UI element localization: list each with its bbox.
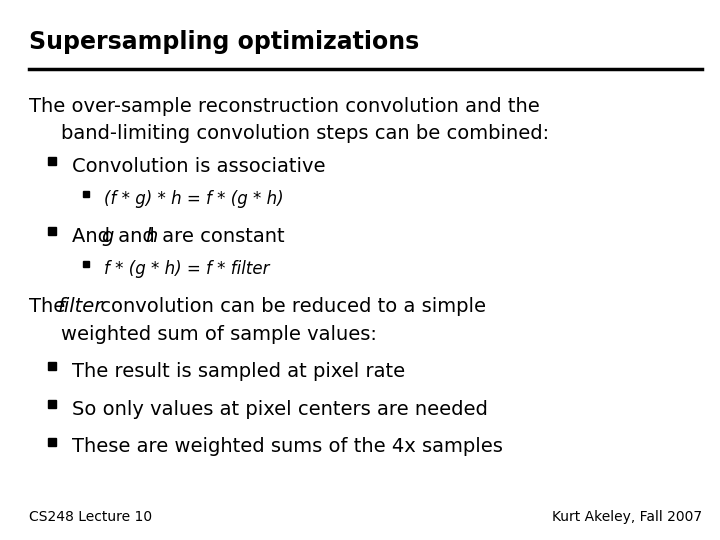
Text: Supersampling optimizations: Supersampling optimizations xyxy=(29,30,419,53)
Text: h: h xyxy=(145,227,158,246)
Text: f * (g * h) = f * filter: f * (g * h) = f * filter xyxy=(104,260,270,278)
Text: The result is sampled at pixel rate: The result is sampled at pixel rate xyxy=(72,362,405,381)
Text: CS248 Lecture 10: CS248 Lecture 10 xyxy=(29,510,152,524)
Text: are constant: are constant xyxy=(156,227,284,246)
Text: filter: filter xyxy=(58,297,103,316)
Text: Convolution is associative: Convolution is associative xyxy=(72,157,325,176)
Text: And: And xyxy=(72,227,116,246)
Text: Kurt Akeley, Fall 2007: Kurt Akeley, Fall 2007 xyxy=(552,510,702,524)
Text: The: The xyxy=(29,297,71,316)
Text: So only values at pixel centers are needed: So only values at pixel centers are need… xyxy=(72,400,488,419)
Text: These are weighted sums of the 4x samples: These are weighted sums of the 4x sample… xyxy=(72,437,503,456)
Text: The over-sample reconstruction convolution and the: The over-sample reconstruction convoluti… xyxy=(29,97,539,116)
Text: band-limiting convolution steps can be combined:: band-limiting convolution steps can be c… xyxy=(61,124,549,143)
Text: weighted sum of sample values:: weighted sum of sample values: xyxy=(61,325,377,344)
Text: g: g xyxy=(102,227,114,246)
Text: convolution can be reduced to a simple: convolution can be reduced to a simple xyxy=(94,297,485,316)
Text: and: and xyxy=(112,227,161,246)
Text: (f * g) * h = f * (g * h): (f * g) * h = f * (g * h) xyxy=(104,190,284,208)
